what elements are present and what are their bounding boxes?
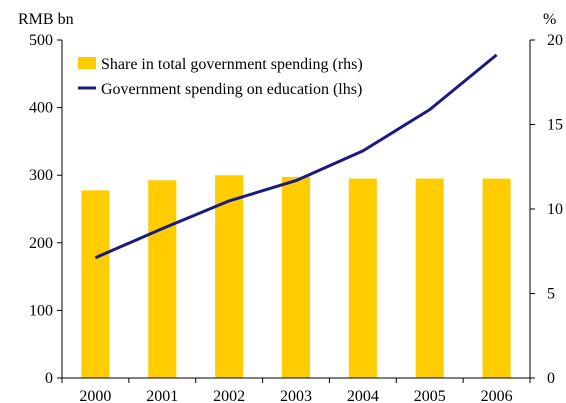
x-tick-label: 2003: [280, 388, 312, 403]
left-tick-label: 300: [29, 167, 53, 184]
legend-label-share: Share in total government spending (rhs): [101, 56, 363, 73]
x-tick-label: 2006: [481, 388, 513, 403]
x-tick-label: 2004: [347, 388, 379, 403]
axes-group: 0 100 200 300 400 500 0 5 10 15 20 2000 2001 2002 2003…: [29, 32, 563, 403]
bar-2001: [148, 180, 177, 378]
legend: Share in total government spending (rhs)…: [78, 56, 363, 98]
bar-2004: [348, 178, 377, 378]
bar-2003: [281, 176, 311, 378]
bar-2005: [415, 178, 444, 378]
line-series-group: [94, 53, 498, 260]
right-tick-label: 15: [547, 117, 563, 134]
legend-swatch-share: [78, 57, 96, 69]
x-tick-label: 2000: [79, 388, 111, 403]
bar-2006: [482, 178, 511, 378]
left-tick-label: 100: [29, 302, 53, 319]
right-tick-label: 10: [547, 201, 563, 218]
x-tick-label: 2001: [146, 388, 178, 403]
legend-label-spending: Government spending on education (lhs): [101, 81, 362, 98]
bar-series-group: [81, 175, 511, 378]
right-axis-unit-label: %: [543, 11, 556, 28]
right-tick-label: 20: [547, 32, 563, 49]
left-tick-label: 400: [29, 100, 53, 117]
bar-2000: [81, 190, 110, 378]
x-tick-label: 2002: [213, 388, 245, 403]
left-axis-unit-label: RMB bn: [18, 11, 74, 28]
x-tick-label: 2005: [414, 388, 446, 403]
spending-line: [94, 53, 498, 260]
left-tick-label: 500: [29, 32, 53, 49]
left-tick-label: 0: [45, 370, 53, 387]
right-tick-label: 5: [547, 286, 555, 303]
left-tick-label: 200: [29, 235, 53, 252]
bar-2002: [215, 175, 244, 378]
right-tick-label: 0: [547, 370, 555, 387]
